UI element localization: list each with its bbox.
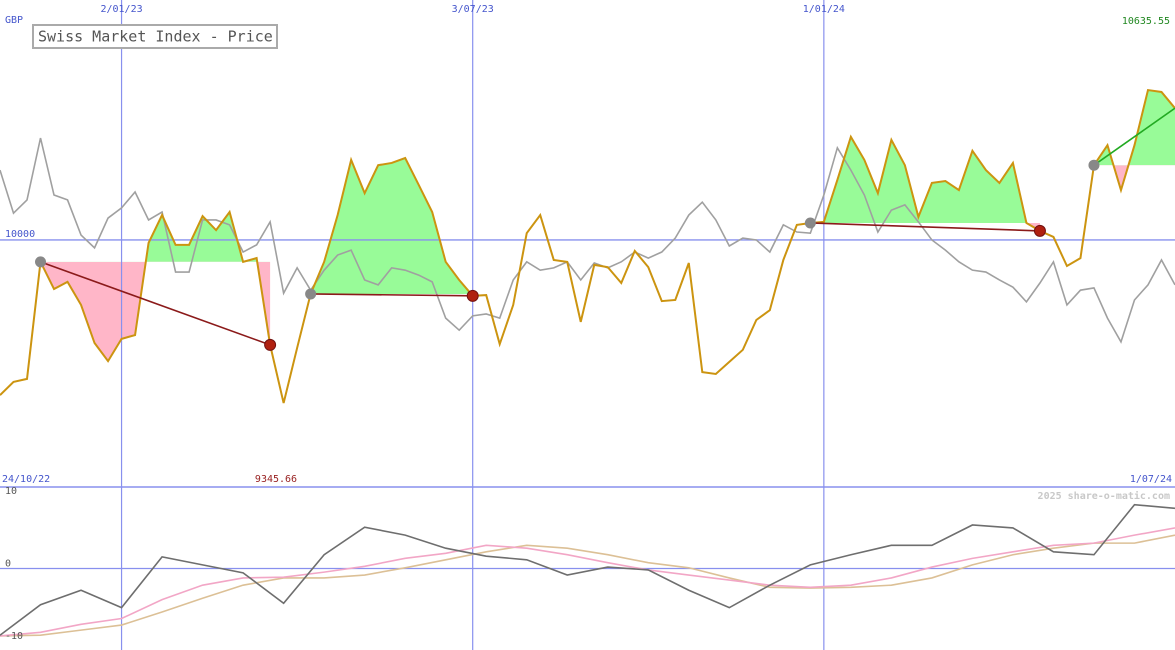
- exit-dot: [264, 338, 277, 351]
- y-tick-label: -10: [5, 631, 23, 642]
- trade-gain-area: [1093, 90, 1175, 166]
- trade-loss-area: [40, 261, 271, 362]
- y-tick-label: 0: [5, 559, 11, 570]
- exit-dot: [466, 289, 479, 302]
- trade-line: [1093, 107, 1175, 166]
- currency-label: GBP: [5, 15, 23, 26]
- y-tick-label: 10: [5, 486, 17, 497]
- y-tick-label: 10000: [5, 229, 35, 240]
- trade-gain-area: [810, 136, 1040, 223]
- series-line: [0, 137, 1175, 344]
- entry-dot: [305, 288, 317, 300]
- title-box: [32, 24, 278, 49]
- entry-dot: [35, 256, 47, 268]
- trade-line: [810, 222, 1040, 232]
- series-line: [0, 503, 1175, 636]
- end-date: 1/07/24: [1130, 474, 1172, 485]
- entry-dot: [1088, 159, 1100, 171]
- chart-title: Swiss Market Index - Price: [38, 28, 273, 46]
- x-tick-label: 2/01/23: [100, 4, 142, 15]
- start-date: 24/10/22: [2, 474, 50, 485]
- x-tick-label: 3/07/23: [452, 4, 494, 15]
- y-max-label: 10635.55: [1122, 16, 1170, 27]
- entry-dot: [804, 217, 816, 229]
- series-line: [0, 527, 1175, 637]
- series-line: [0, 534, 1175, 637]
- trade-gain-area: [310, 158, 472, 294]
- exit-dot: [1033, 224, 1046, 237]
- x-tick-label: 1/01/24: [803, 4, 845, 15]
- credit: 2025 share-o-matic.com: [1038, 490, 1170, 502]
- y-min-label: 9345.66: [255, 474, 297, 485]
- series-line: [0, 88, 1175, 404]
- trade-line: [310, 293, 473, 297]
- trade-line: [40, 261, 271, 346]
